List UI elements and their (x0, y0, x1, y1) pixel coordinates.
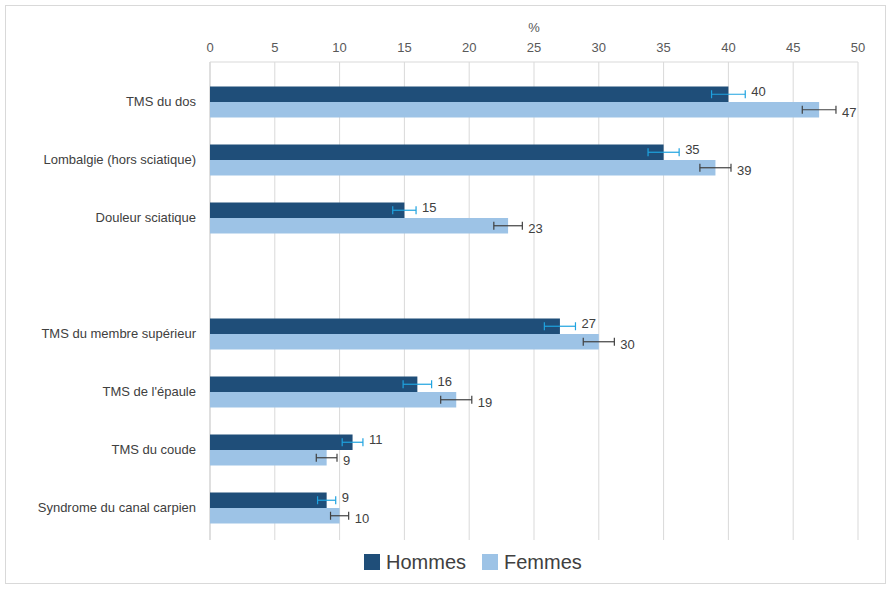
chart-frame (6, 6, 886, 584)
grid-line (858, 62, 859, 540)
bar (210, 203, 404, 219)
grid-line (339, 62, 340, 540)
data-label: 27 (581, 316, 595, 331)
bars (210, 87, 836, 524)
tick-label: 40 (721, 40, 735, 55)
bar (210, 319, 560, 335)
bar (210, 508, 340, 524)
error-bar (441, 396, 472, 404)
error-bar (583, 338, 614, 346)
data-label: 39 (737, 163, 751, 178)
error-bar (700, 164, 731, 172)
data-label: 19 (478, 395, 492, 410)
legend-label: Hommes (386, 551, 466, 573)
category-label: Douleur sciatique (96, 210, 196, 225)
data-label: 40 (751, 84, 765, 99)
error-bar (648, 148, 679, 156)
bar (210, 102, 819, 118)
bar (210, 87, 728, 103)
bar (210, 218, 508, 234)
data-labels: 40 35 15 27 16 11 9 47 39 23 30 19 9 10 (342, 84, 857, 526)
error-bar (393, 206, 416, 214)
data-label: 23 (528, 221, 542, 236)
legend-swatch (364, 554, 380, 570)
error-bar (331, 512, 349, 520)
grid-line (404, 62, 405, 540)
bar (210, 450, 327, 466)
grid-line (274, 62, 275, 540)
grid-line (598, 62, 599, 540)
error-bar (342, 438, 363, 446)
tick-label: 0 (206, 40, 213, 55)
grid-line (469, 62, 470, 540)
tick-label: 5 (271, 40, 278, 55)
category-label: TMS du membre supérieur (41, 326, 196, 341)
legend: Hommes Femmes (364, 551, 582, 573)
data-label: 9 (343, 453, 350, 468)
axis-line (210, 62, 858, 63)
data-label: 15 (422, 200, 436, 215)
grid-line (793, 62, 794, 540)
legend-swatch (482, 554, 498, 570)
category-label: Syndrome du canal carpien (38, 500, 196, 515)
tick-label: 25 (527, 40, 541, 55)
error-bar (494, 222, 523, 230)
bar (210, 145, 664, 161)
tick-label: 35 (656, 40, 670, 55)
bar (210, 334, 599, 350)
chart: 0 5 10 15 20 25 30 35 40 45 50% TMS du dos Lombalgie… (0, 0, 896, 589)
grid-line (534, 62, 535, 540)
bar (210, 392, 456, 408)
category-label: TMS du dos (126, 94, 197, 109)
tick-label: 50 (851, 40, 865, 55)
legend-label: Femmes (504, 551, 582, 573)
axis-label: % (528, 20, 540, 35)
category-label: TMS du coude (111, 442, 196, 457)
data-label: 47 (842, 105, 856, 120)
error-bar (403, 380, 432, 388)
error-bar (802, 106, 836, 114)
grid (210, 62, 858, 540)
category-label: Lombalgie (hors sciatique) (44, 152, 196, 167)
tick-label: 45 (786, 40, 800, 55)
error-bar (316, 454, 337, 462)
bar (210, 435, 353, 451)
tick-label: 10 (332, 40, 346, 55)
grid-line (663, 62, 664, 540)
tick-label: 15 (397, 40, 411, 55)
bar (210, 377, 417, 393)
tick-label: 30 (592, 40, 606, 55)
data-label: 10 (355, 511, 369, 526)
data-label: 11 (369, 432, 383, 447)
data-label: 35 (685, 142, 699, 157)
category-label: TMS de l'épaule (102, 384, 196, 399)
data-label: 9 (342, 490, 349, 505)
data-label: 30 (620, 337, 634, 352)
bar (210, 160, 715, 176)
grid-line (728, 62, 729, 540)
data-label: 16 (438, 374, 452, 389)
error-bar (712, 90, 746, 98)
error-bar (318, 496, 336, 504)
grid-line (210, 62, 211, 540)
tick-label: 20 (462, 40, 476, 55)
error-bar (544, 322, 575, 330)
bar (210, 493, 327, 509)
